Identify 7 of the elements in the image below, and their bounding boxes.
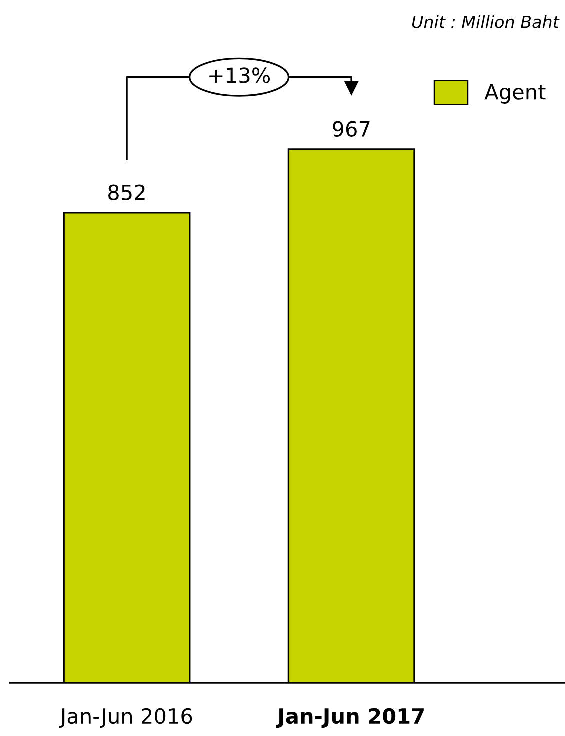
x-tick-label: Jan-Jun 2016 bbox=[59, 708, 192, 728]
text: +13% bbox=[210, 68, 270, 84]
text: Unit : Million Baht bbox=[412, 15, 560, 28]
x-tick-label: Jan-Jun 2017 bbox=[276, 708, 424, 728]
data-label: 852 bbox=[108, 184, 145, 200]
data-label: 967 bbox=[333, 121, 370, 138]
legend-label: Agent bbox=[484, 84, 546, 104]
